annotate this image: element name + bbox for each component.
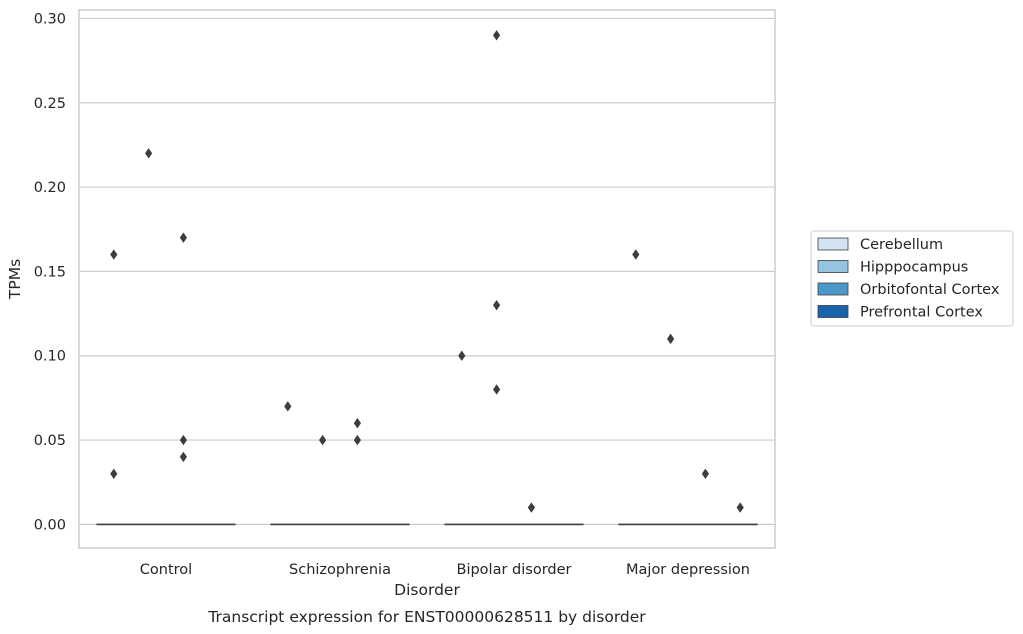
outlier-point <box>110 468 118 479</box>
outlier-point <box>667 333 675 345</box>
plot-frame <box>78 9 776 549</box>
outlier-point <box>179 232 187 243</box>
y-tick-label: 0.25 <box>34 96 66 112</box>
x-tick-label: Bipolar disorder <box>457 562 572 578</box>
outlier-point <box>179 434 187 446</box>
outlier-point <box>701 468 709 479</box>
y-tick-label: 0.15 <box>34 264 66 280</box>
x-axis-label: Disorder <box>394 581 460 599</box>
legend-swatch <box>817 237 849 251</box>
x-tick-label: Schizophrenia <box>289 562 391 578</box>
legend-label: Prefrontal Cortex <box>860 305 983 321</box>
legend-label: Hipppocampus <box>860 260 968 276</box>
y-tick-labels: 0.00 0.05 0.10 0.15 0.20 0.25 0.30 <box>34 11 66 533</box>
legend-label: Cerebellum <box>860 237 943 253</box>
legend-swatch <box>817 260 849 273</box>
outlier-point <box>145 148 153 159</box>
legend-swatch <box>817 305 849 318</box>
x-tick-label: Control <box>140 562 192 578</box>
outlier-point <box>179 451 187 463</box>
y-tick-label: 0.20 <box>34 180 66 196</box>
outlier-point <box>493 30 501 41</box>
outlier-point <box>736 502 744 513</box>
outlier-point <box>353 434 361 446</box>
legend: Cerebellum Hipppocampus Orbitofontal Corte… <box>810 230 1014 327</box>
outlier-point <box>527 502 535 513</box>
legend-label: Orbitofontal Cortex <box>860 282 1000 298</box>
outlier-point <box>493 299 501 311</box>
y-tick-label: 0.05 <box>34 433 66 449</box>
outlier-point <box>319 434 327 446</box>
x-tick-label: Major depression <box>626 562 750 578</box>
outlier-point <box>493 384 501 395</box>
y-axis-label: TPMs <box>6 259 24 300</box>
legend-items: Cerebellum Hipppocampus Orbitofontal Corte… <box>817 237 1000 321</box>
y-tick-label: 0.30 <box>34 11 66 27</box>
y-tick-label: 0.00 <box>34 517 66 533</box>
outlier-point <box>458 350 466 361</box>
outlier-point <box>353 417 361 429</box>
chart-caption: Transcript expression for ENST0000062851… <box>207 608 646 626</box>
outlier-point <box>284 401 292 412</box>
x-tick-labels: Control Schizophrenia Bipolar disorder Majo… <box>140 562 750 578</box>
outlier-point <box>632 249 640 260</box>
grid-lines <box>79 17 775 525</box>
y-tick-label: 0.10 <box>34 349 66 365</box>
outlier-points <box>110 30 744 513</box>
legend-swatch <box>817 282 849 296</box>
legend-frame <box>810 230 1014 327</box>
outlier-point <box>110 249 118 260</box>
